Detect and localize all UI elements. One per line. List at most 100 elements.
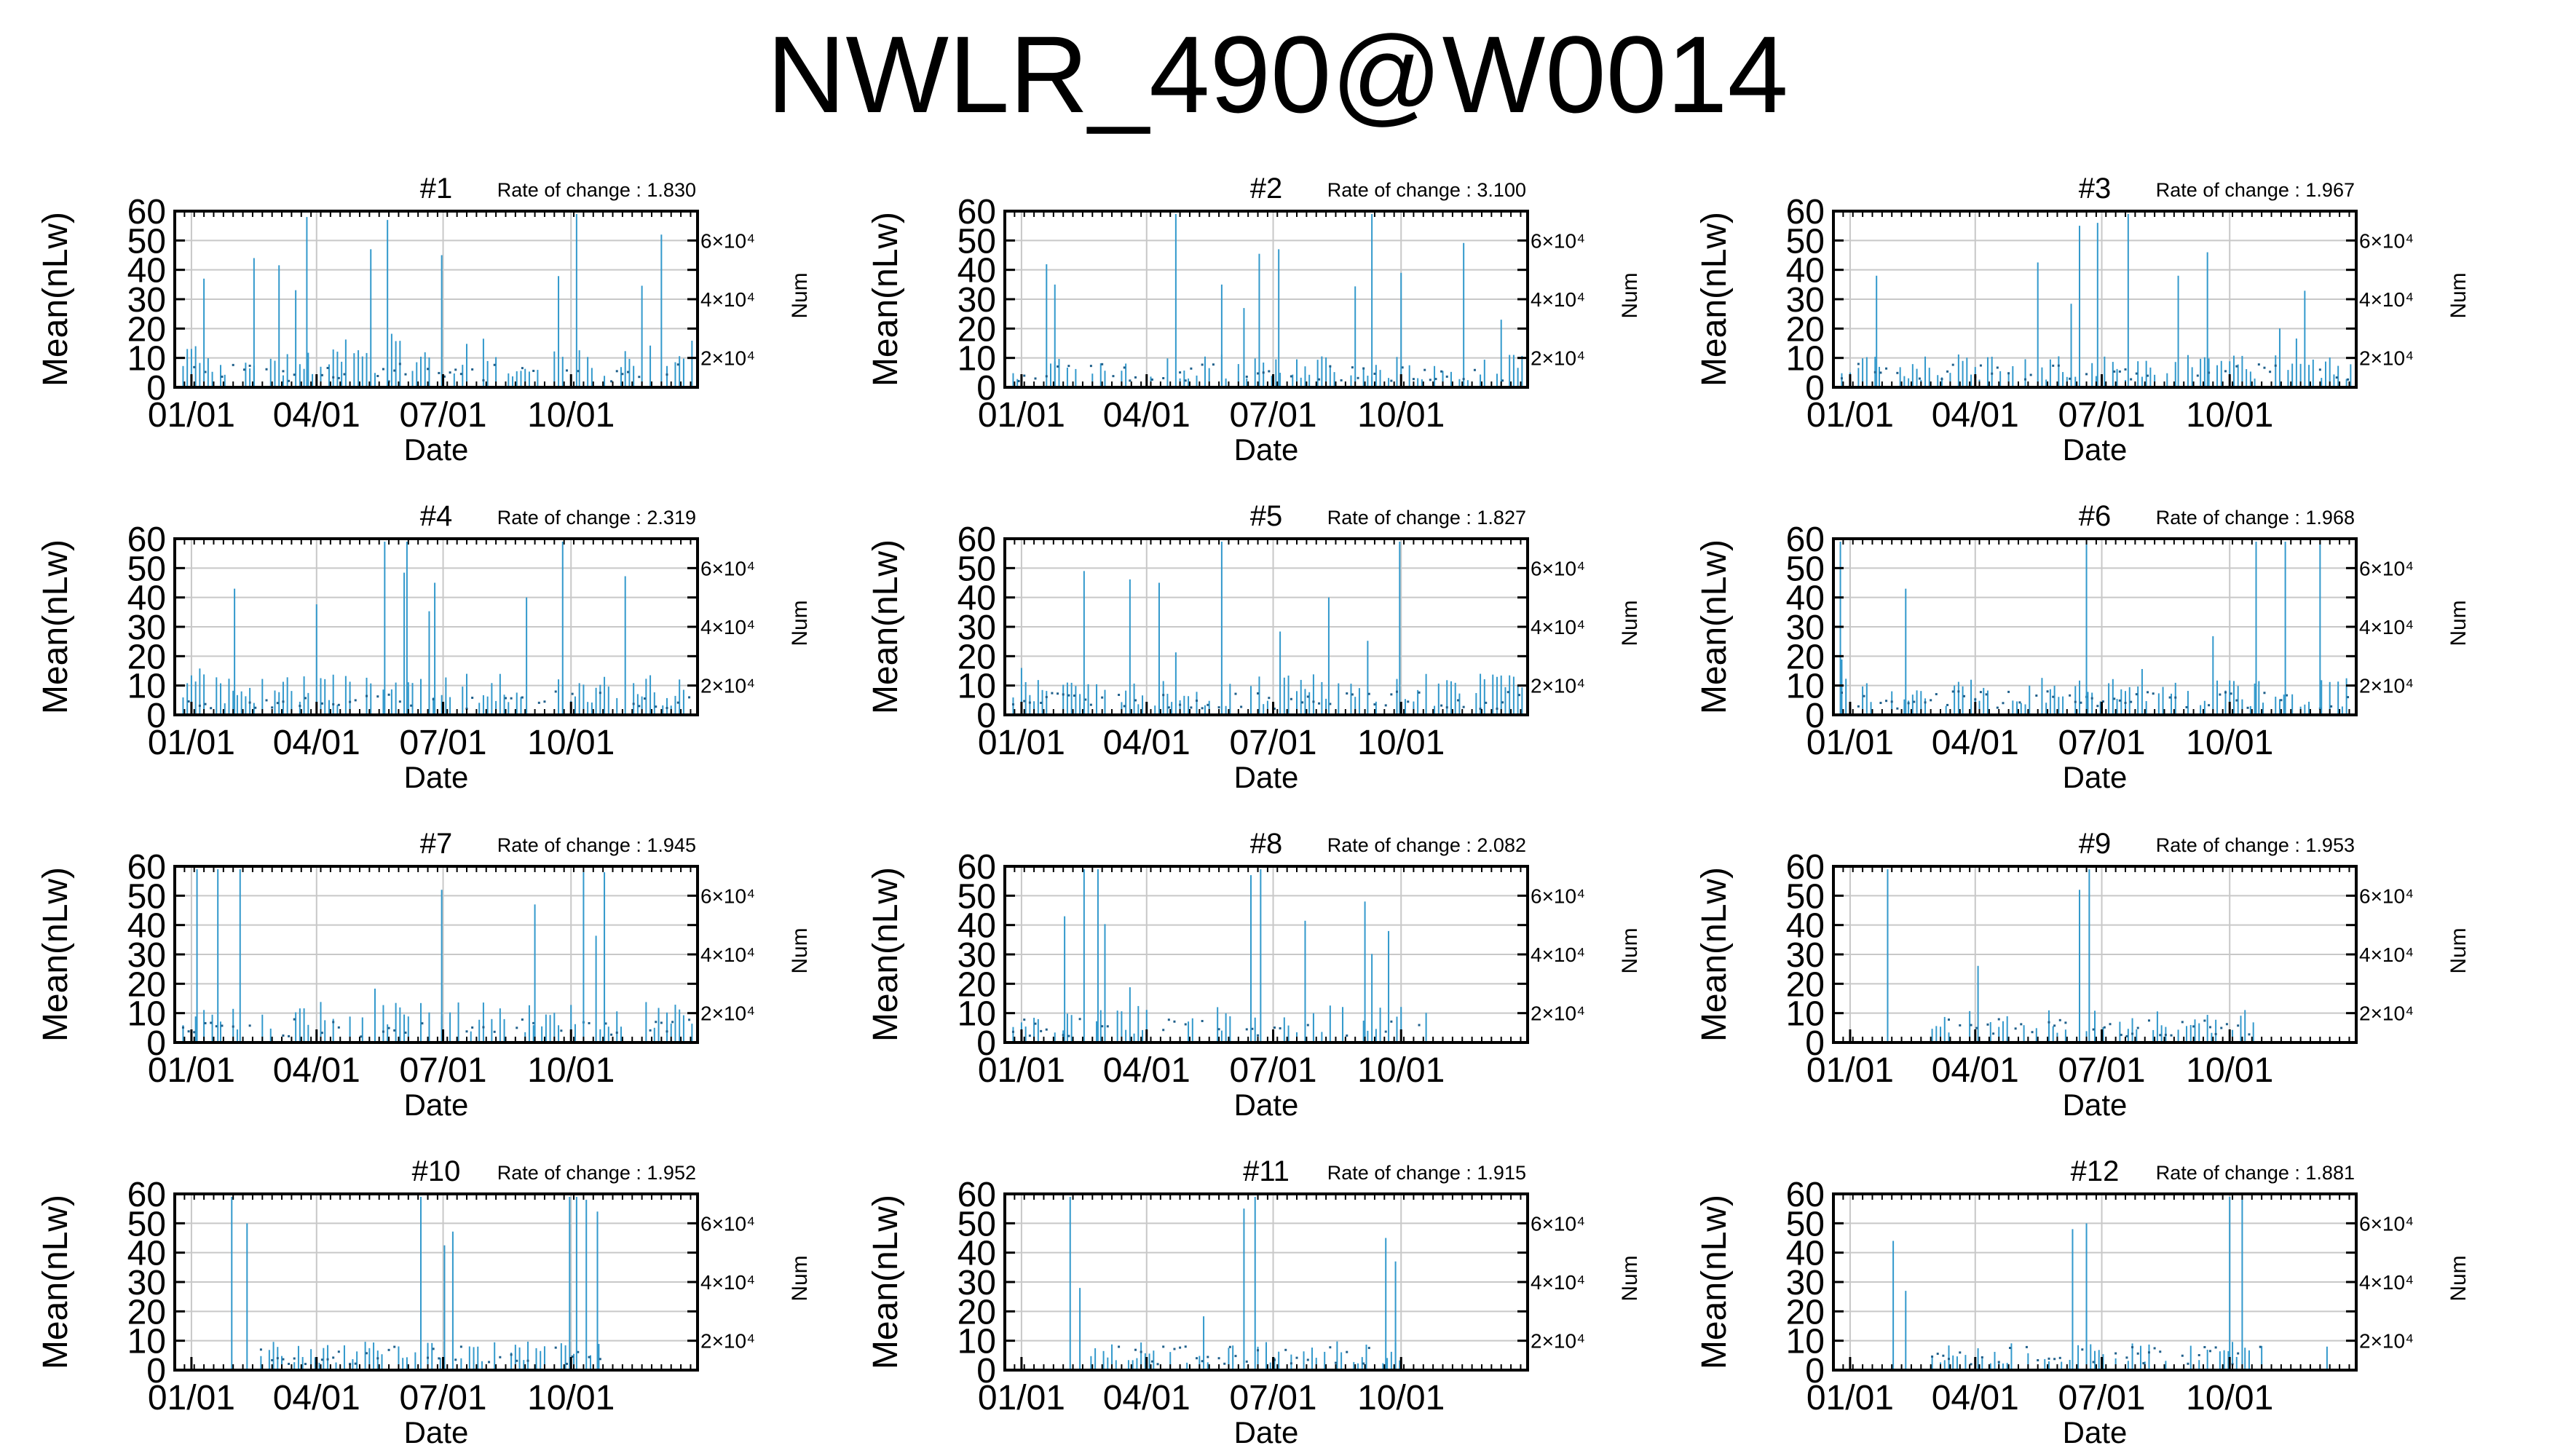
y-tick-label: 20 bbox=[957, 638, 996, 676]
count-marker bbox=[1390, 693, 1393, 696]
count-marker bbox=[471, 1026, 474, 1029]
count-marker bbox=[2047, 1357, 2050, 1360]
count-marker bbox=[210, 1021, 213, 1024]
y2-tick-label: 4×10⁴ bbox=[1531, 1271, 1585, 1294]
count-marker bbox=[571, 1355, 574, 1358]
count-marker bbox=[1045, 375, 1048, 378]
count-marker bbox=[2118, 370, 2121, 373]
count-marker bbox=[204, 1022, 207, 1025]
count-marker bbox=[2113, 370, 2116, 373]
y-tick-label: 40 bbox=[1786, 907, 1825, 946]
count-marker bbox=[326, 1358, 329, 1361]
count-marker bbox=[2185, 705, 2188, 708]
y2-tick-label: 6×10⁴ bbox=[1531, 1212, 1585, 1235]
count-marker bbox=[438, 371, 441, 374]
count-marker bbox=[349, 1362, 352, 1365]
count-marker bbox=[1981, 1356, 1983, 1359]
x-tick-label: 07/01 bbox=[1229, 396, 1316, 435]
count-marker bbox=[332, 1021, 335, 1024]
y-tick-label: 10 bbox=[1786, 995, 1825, 1034]
y2-tick-label: 2×10⁴ bbox=[1531, 1330, 1585, 1353]
count-marker bbox=[1997, 1018, 2000, 1021]
count-marker bbox=[1118, 1345, 1121, 1348]
count-marker bbox=[1134, 376, 1137, 379]
panel-title: #6 bbox=[2079, 500, 2112, 532]
count-marker bbox=[1279, 1027, 1282, 1030]
count-marker bbox=[2214, 1346, 2217, 1349]
count-marker bbox=[387, 1026, 390, 1029]
count-marker bbox=[2047, 1021, 2050, 1024]
count-marker bbox=[1445, 375, 1448, 378]
count-marker bbox=[1045, 1028, 1048, 1031]
count-marker bbox=[2125, 1034, 2128, 1037]
count-marker bbox=[1028, 701, 1031, 704]
y-tick-label: 20 bbox=[127, 310, 166, 349]
count-marker bbox=[2025, 1345, 2028, 1348]
y-tick-label: 30 bbox=[957, 1264, 996, 1302]
y-tick-label: 60 bbox=[957, 848, 996, 887]
count-marker bbox=[320, 702, 323, 705]
count-marker bbox=[1947, 1018, 1950, 1021]
y-tick-label: 40 bbox=[127, 252, 166, 290]
count-marker bbox=[2002, 702, 2005, 705]
count-marker bbox=[1051, 692, 1054, 695]
count-marker bbox=[288, 1034, 291, 1037]
count-marker bbox=[1040, 1029, 1043, 1032]
count-marker bbox=[1924, 701, 1927, 704]
panel-title: #5 bbox=[1250, 500, 1283, 532]
count-marker bbox=[1162, 1029, 1165, 1032]
y-tick-label: 60 bbox=[1786, 521, 1825, 559]
count-marker bbox=[398, 363, 401, 365]
count-marker bbox=[488, 1361, 491, 1364]
y-tick-label: 40 bbox=[957, 907, 996, 946]
y-tick-label: 30 bbox=[1786, 281, 1825, 320]
x-tick-label: 04/01 bbox=[1103, 724, 1190, 762]
count-marker bbox=[1273, 708, 1276, 711]
count-marker bbox=[1457, 699, 1460, 702]
count-marker bbox=[688, 696, 691, 699]
y-tick-label: 50 bbox=[1786, 1205, 1825, 1243]
y-axis-label: Mean(nLw) bbox=[36, 867, 75, 1042]
x-axis-label: Date bbox=[2063, 1088, 2128, 1122]
y-tick-label: 10 bbox=[1786, 1323, 1825, 1361]
count-marker bbox=[1062, 1034, 1065, 1037]
count-marker bbox=[2081, 1348, 2084, 1351]
count-marker bbox=[1057, 692, 1059, 695]
x-tick-label: 01/01 bbox=[148, 396, 235, 435]
count-marker bbox=[449, 371, 451, 374]
count-marker bbox=[493, 363, 496, 366]
y-tick-label: 30 bbox=[127, 281, 166, 320]
count-marker bbox=[271, 706, 274, 709]
y-tick-label: 30 bbox=[957, 281, 996, 320]
count-marker bbox=[1173, 1020, 1176, 1023]
rate-of-change-label: Rate of change : 2.082 bbox=[1327, 834, 1526, 856]
y-tick-label: 20 bbox=[957, 965, 996, 1004]
count-marker bbox=[1351, 366, 1354, 369]
y-axis-label: Mean(nLw) bbox=[36, 1195, 75, 1369]
y2-tick-label: 2×10⁴ bbox=[1531, 675, 1585, 697]
count-marker bbox=[666, 373, 668, 376]
count-marker bbox=[1885, 367, 1888, 370]
y-tick-label: 50 bbox=[1786, 222, 1825, 261]
count-marker bbox=[1918, 377, 1921, 380]
count-marker bbox=[2269, 371, 2272, 373]
y2-tick-label: 4×10⁴ bbox=[700, 943, 755, 966]
count-marker bbox=[1028, 1034, 1031, 1037]
count-marker bbox=[604, 1022, 607, 1025]
y2-tick-label: 4×10⁴ bbox=[2359, 943, 2414, 966]
count-marker bbox=[510, 697, 513, 700]
x-tick-label: 04/01 bbox=[1103, 1051, 1190, 1090]
count-marker bbox=[2225, 1023, 2228, 1026]
count-marker bbox=[1318, 378, 1321, 381]
count-marker bbox=[349, 700, 352, 703]
x-tick-label: 04/01 bbox=[1932, 724, 2019, 762]
count-marker bbox=[1959, 1024, 1962, 1026]
count-marker bbox=[2330, 705, 2333, 708]
x-tick-label: 10/01 bbox=[1357, 396, 1445, 435]
count-marker bbox=[1947, 1358, 1950, 1361]
count-marker bbox=[554, 690, 557, 693]
count-marker bbox=[2181, 1354, 2184, 1357]
